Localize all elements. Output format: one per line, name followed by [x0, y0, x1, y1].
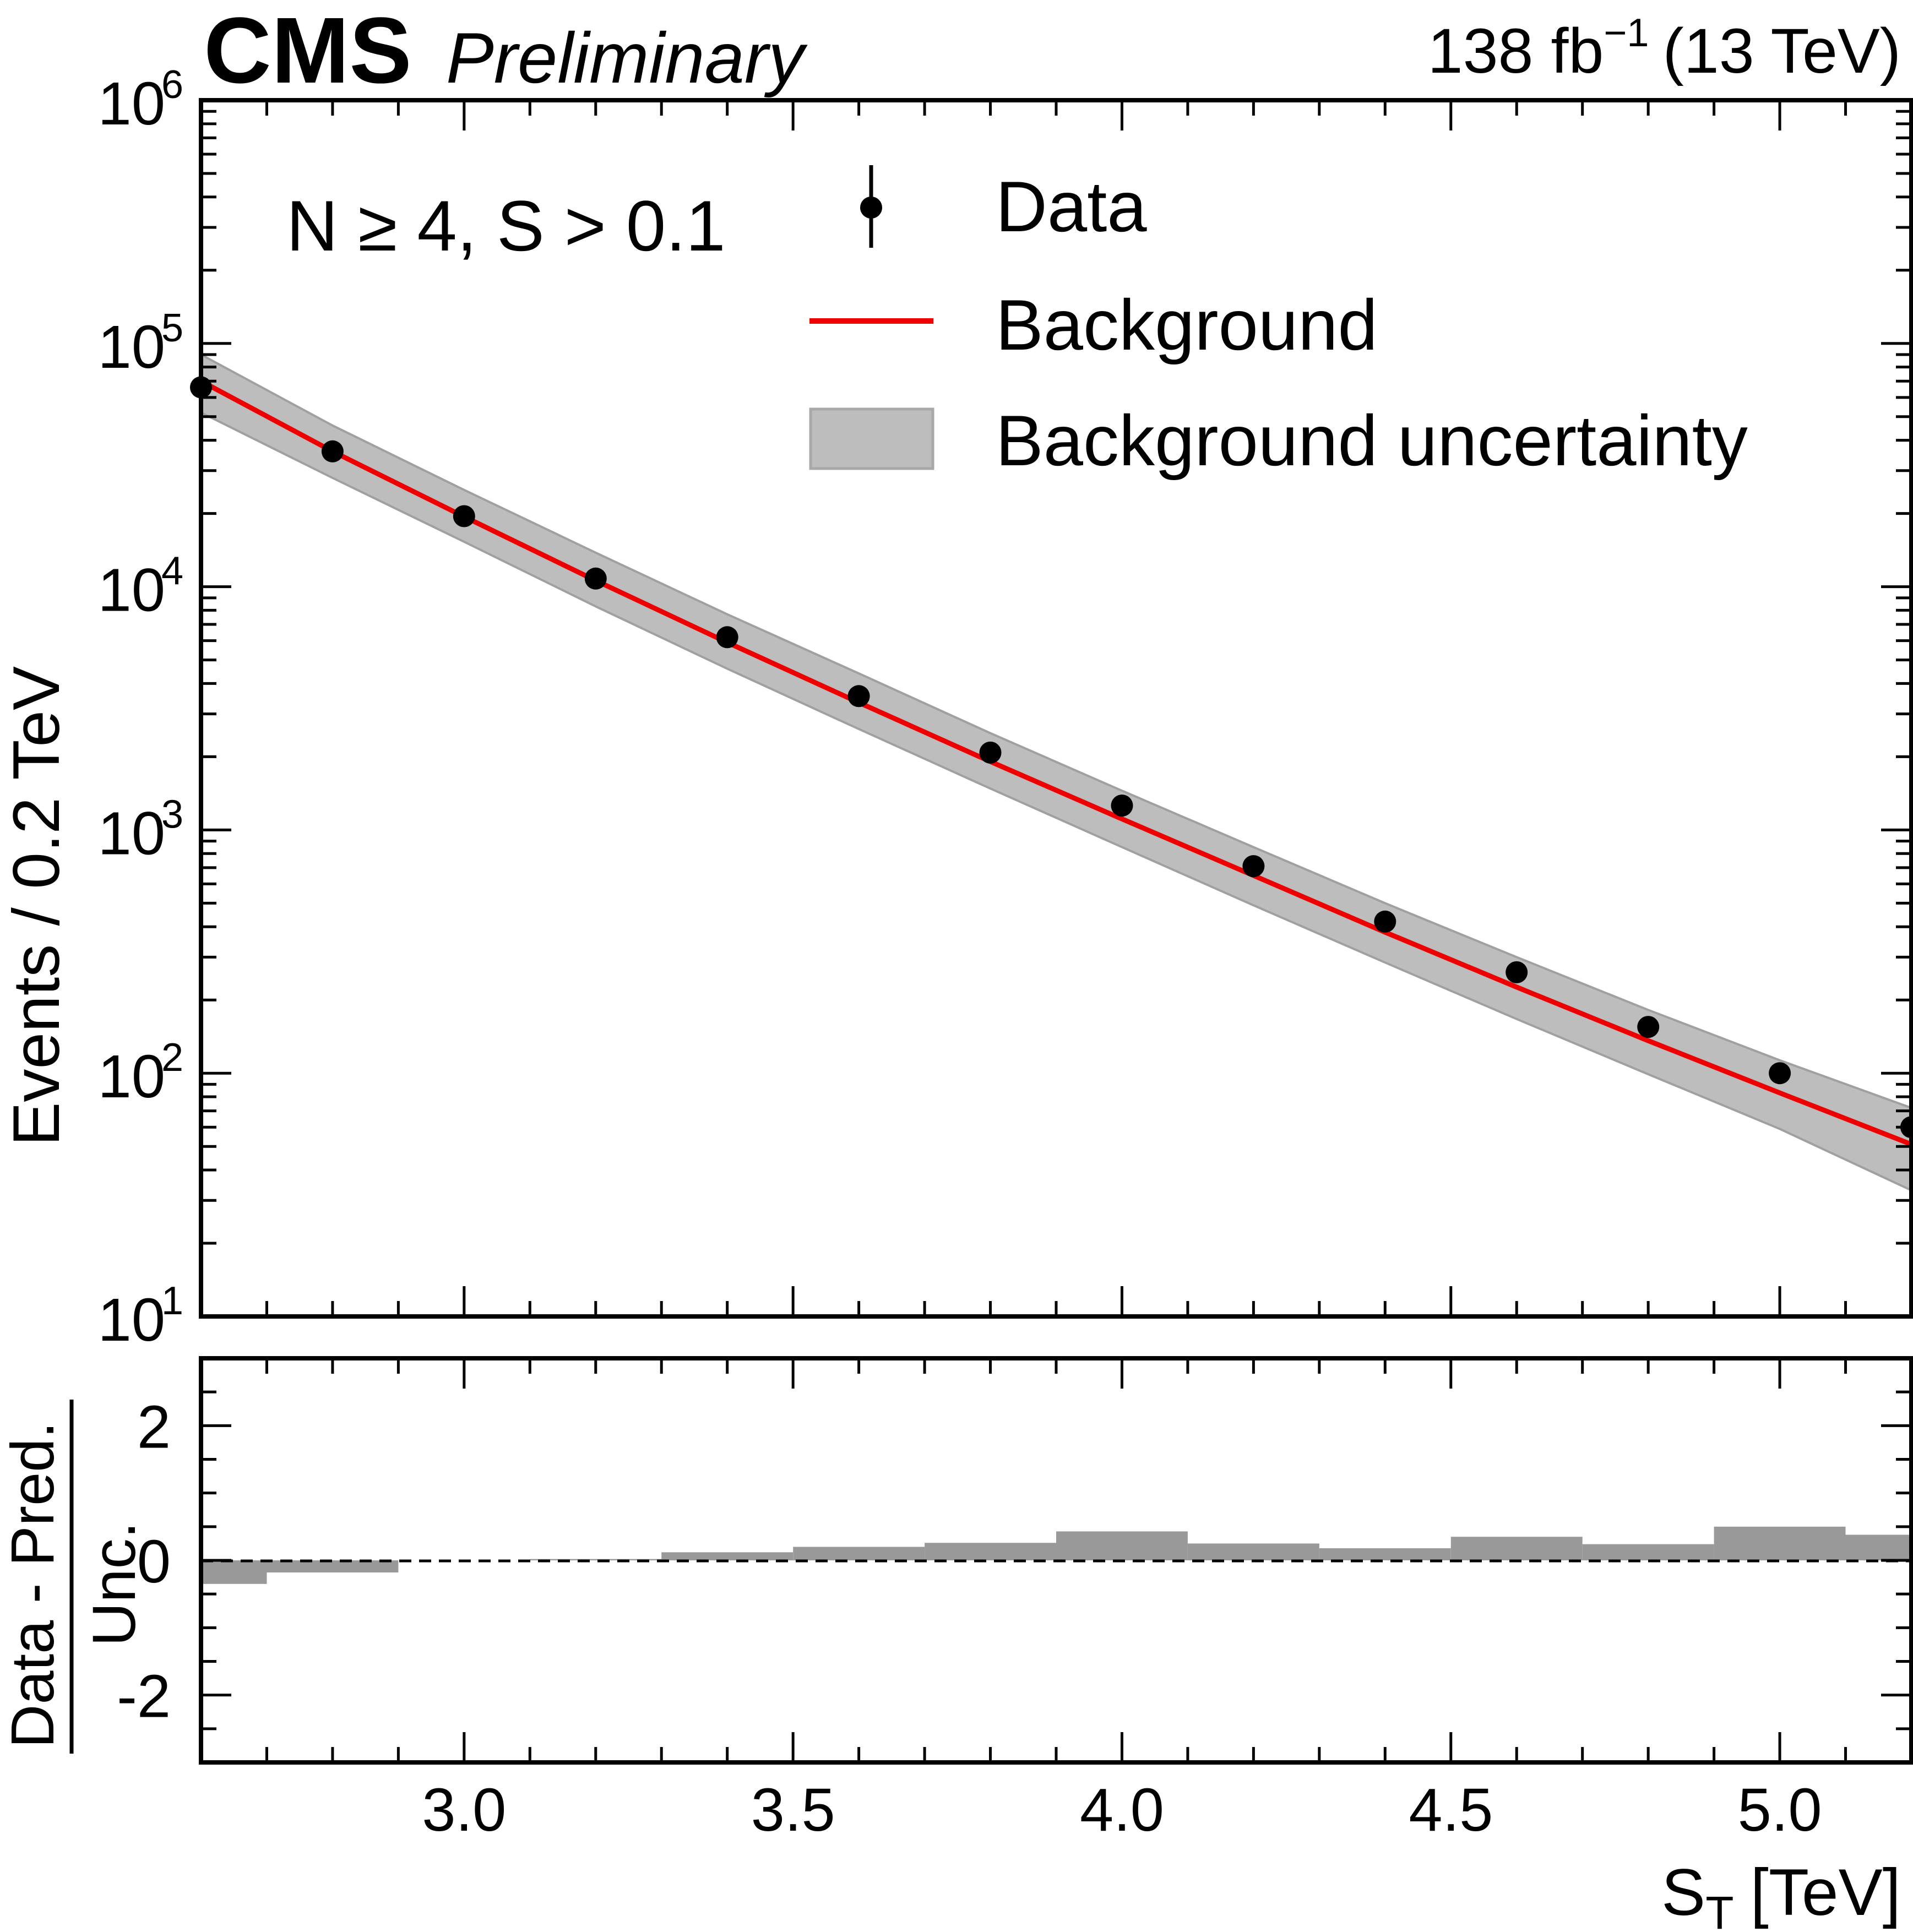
pull-bar	[1187, 1543, 1319, 1560]
y-tick-label: 10	[98, 1286, 165, 1354]
main-axis-ticks	[199, 99, 1913, 1318]
background-fit-line	[199, 379, 1912, 1147]
y-tick-label: 10	[98, 557, 165, 624]
y-tick-exponent: 6	[161, 63, 183, 107]
legend-data-label: Data	[996, 166, 1147, 247]
x-tick-labels: 3.0 3.5 4.0 4.5 5.0	[422, 1776, 1822, 1844]
lumi-value: 138 fb	[1428, 16, 1604, 86]
background-line	[199, 379, 1912, 1147]
y-tick-exponent: 4	[161, 549, 183, 594]
data-point	[716, 626, 738, 649]
data-point	[1111, 794, 1133, 817]
selection-annotation: N ≥ 4, S > 0.1	[286, 186, 726, 266]
pull-y-tick-label: -2	[117, 1663, 171, 1730]
data-point	[584, 567, 607, 590]
pull-bar	[530, 1559, 662, 1560]
x-axis-label-main: S	[1661, 1855, 1705, 1929]
data-point	[1506, 961, 1528, 983]
data-point	[1637, 1016, 1660, 1038]
x-tick-label: 3.0	[422, 1776, 506, 1844]
pull-bar	[793, 1547, 925, 1560]
data-point	[847, 685, 870, 708]
y-tick-label: 10	[98, 1043, 165, 1111]
pull-bar	[1056, 1531, 1188, 1560]
legend-uncertainty-label: Background uncertainty	[996, 400, 1748, 481]
y-tick-label: 10	[98, 799, 165, 867]
status-label: Preliminary	[446, 18, 808, 98]
y-tick-label: 10	[98, 313, 165, 381]
pull-y-axis-label: Data - Pred. Unc.	[0, 1400, 148, 1754]
lumi-exp: −1	[1604, 11, 1649, 55]
main-plot-frame	[199, 98, 1913, 1319]
pull-y-tick-label: 0	[137, 1528, 171, 1596]
pull-y-label-numerator: Data - Pred.	[0, 1422, 67, 1748]
legend: Data Background Background uncertainty	[809, 165, 1748, 481]
legend-uncertainty-swatch	[809, 407, 934, 470]
data-point	[453, 505, 475, 527]
pull-y-tick-labels: 2 0 -2	[117, 1393, 171, 1730]
data-point	[1374, 910, 1396, 933]
data-point	[979, 741, 1002, 764]
x-tick-label: 4.5	[1409, 1776, 1493, 1844]
experiment-label: CMS	[204, 0, 412, 103]
pull-bar	[1450, 1537, 1583, 1560]
pull-bars	[201, 1526, 1911, 1584]
data-point	[321, 440, 344, 462]
pull-bar	[201, 1560, 267, 1584]
x-tick-label: 4.0	[1080, 1776, 1164, 1844]
lumi-label: 138 fb−1 (13 TeV)	[1428, 11, 1901, 86]
energy-label: (13 TeV)	[1662, 16, 1901, 86]
data-point	[1242, 855, 1265, 878]
y-tick-label: 10	[98, 70, 165, 138]
legend-data-marker	[860, 197, 882, 219]
y-tick-exponent: 2	[161, 1036, 183, 1080]
pull-bar	[267, 1560, 399, 1572]
pull-bar	[1714, 1526, 1846, 1560]
pull-y-tick-label: 2	[137, 1393, 171, 1461]
main-y-axis-label: Events / 0.2 TeV	[0, 666, 73, 1146]
x-tick-label: 5.0	[1738, 1776, 1822, 1844]
pull-bar	[1319, 1548, 1451, 1560]
pull-plot-panel: 2 0 -2 3.0 3.5 4.0 4.5 5.0	[117, 1356, 1913, 1844]
x-axis-label: ST [TeV]	[1661, 1855, 1901, 1932]
x-tick-label: 3.5	[751, 1776, 835, 1844]
pull-y-label-denominator: Unc.	[80, 1522, 148, 1646]
y-tick-exponent: 1	[161, 1279, 183, 1323]
y-tick-exponent: 3	[161, 792, 183, 836]
y-tick-exponent: 5	[161, 306, 183, 350]
pull-bar	[1845, 1534, 1911, 1560]
legend-background-label: Background	[996, 285, 1378, 365]
x-axis-label-sub: T	[1705, 1887, 1733, 1932]
x-axis-label-unit: [TeV]	[1751, 1855, 1901, 1929]
pull-bar	[661, 1552, 794, 1560]
pull-axis-ticks	[199, 1357, 1913, 1764]
data-point	[1769, 1062, 1791, 1085]
pull-plot-frame	[199, 1356, 1913, 1765]
pull-bar	[1582, 1544, 1714, 1560]
pull-bar	[925, 1543, 1056, 1560]
